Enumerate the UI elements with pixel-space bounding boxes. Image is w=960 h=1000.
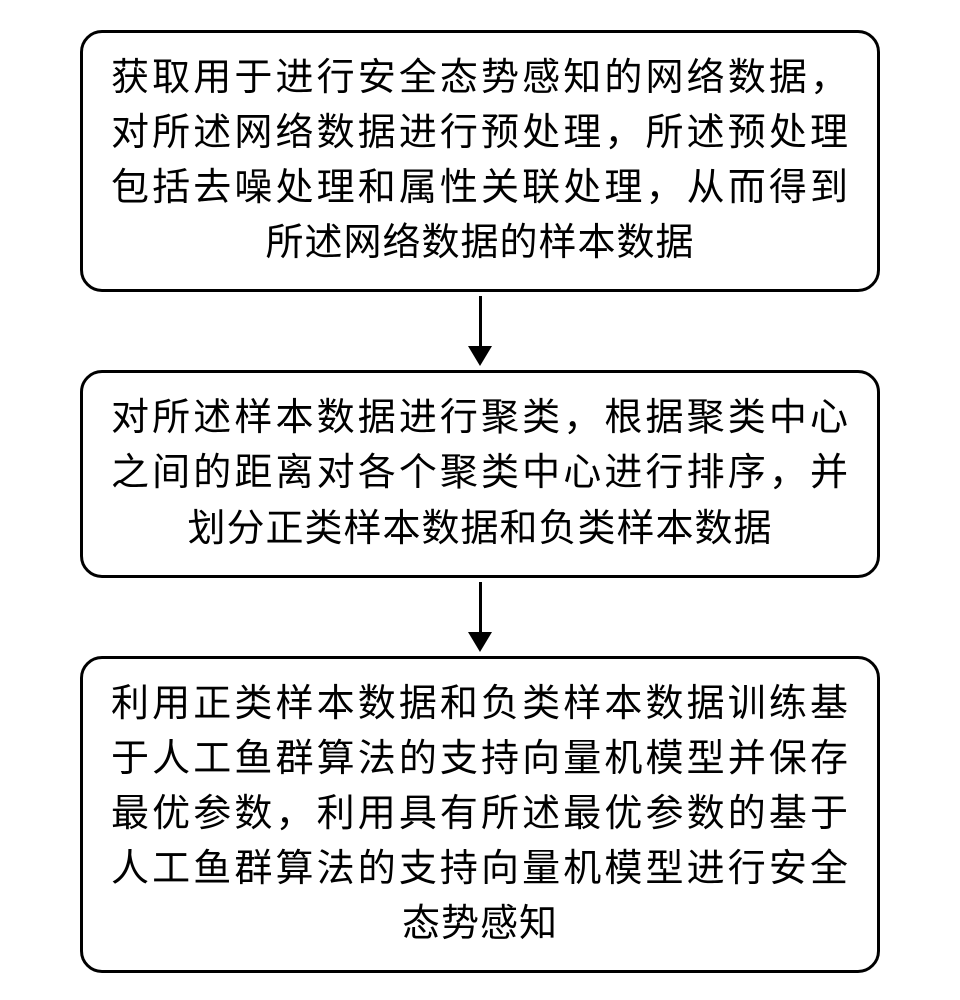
arrow-1	[468, 292, 492, 370]
flowchart-step-2: 对所述样本数据进行聚类，根据聚类中心之间的距离对各个聚类中心进行排序，并划分正类…	[80, 370, 880, 577]
arrow-1-head	[468, 346, 492, 366]
step-1-text: 获取用于进行安全态势感知的网络数据，对所述网络数据进行预处理，所述预处理包括去噪…	[111, 51, 849, 271]
step-3-text: 利用正类样本数据和负类样本数据训练基于人工鱼群算法的支持向量机模型并保存最优参数…	[111, 677, 849, 952]
arrow-2-line	[479, 582, 482, 632]
flowchart-container: 获取用于进行安全态势感知的网络数据，对所述网络数据进行预处理，所述预处理包括去噪…	[70, 30, 890, 973]
arrow-1-line	[479, 296, 482, 346]
step-2-text: 对所述样本数据进行聚类，根据聚类中心之间的距离对各个聚类中心进行排序，并划分正类…	[111, 391, 849, 556]
flowchart-step-1: 获取用于进行安全态势感知的网络数据，对所述网络数据进行预处理，所述预处理包括去噪…	[80, 30, 880, 292]
arrow-2	[468, 578, 492, 656]
arrow-2-head	[468, 632, 492, 652]
flowchart-step-3: 利用正类样本数据和负类样本数据训练基于人工鱼群算法的支持向量机模型并保存最优参数…	[80, 656, 880, 973]
